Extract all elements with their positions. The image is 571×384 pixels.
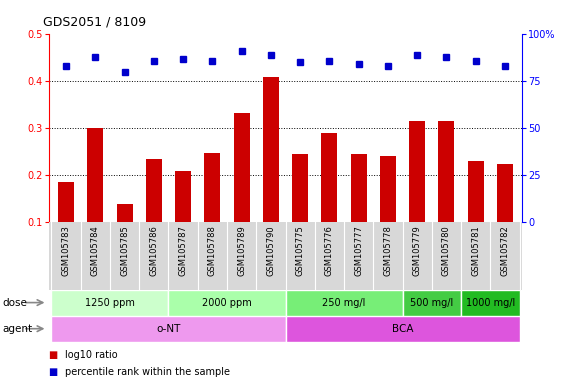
Text: GSM105776: GSM105776 — [325, 225, 334, 276]
Text: ■: ■ — [49, 350, 58, 360]
Text: ■: ■ — [49, 367, 58, 377]
Bar — [234, 113, 250, 222]
Bar — [51, 316, 286, 342]
Bar — [351, 154, 367, 222]
Text: 1250 ppm: 1250 ppm — [85, 298, 135, 308]
Text: GSM105781: GSM105781 — [471, 225, 480, 276]
Text: GSM105790: GSM105790 — [267, 225, 275, 276]
Bar — [87, 128, 103, 222]
Text: GSM105787: GSM105787 — [179, 225, 188, 276]
Text: 500 mg/l: 500 mg/l — [410, 298, 453, 308]
Text: GSM105786: GSM105786 — [150, 225, 158, 276]
Text: dose: dose — [3, 298, 28, 308]
Text: o-NT: o-NT — [156, 324, 180, 334]
Bar — [146, 159, 162, 222]
Bar — [403, 290, 461, 316]
Text: GSM105775: GSM105775 — [296, 225, 304, 276]
Text: GSM105780: GSM105780 — [442, 225, 451, 276]
Text: GSM105782: GSM105782 — [500, 225, 509, 276]
Bar — [439, 121, 455, 222]
Bar — [51, 290, 168, 316]
Bar — [497, 164, 513, 222]
Text: agent: agent — [3, 324, 33, 334]
Bar — [292, 154, 308, 222]
Bar — [286, 290, 403, 316]
Text: GDS2051 / 8109: GDS2051 / 8109 — [43, 15, 146, 28]
Bar — [409, 121, 425, 222]
Bar — [168, 290, 286, 316]
Text: GSM105783: GSM105783 — [62, 225, 71, 276]
Bar — [175, 170, 191, 222]
Bar — [204, 153, 220, 222]
Bar — [380, 157, 396, 222]
Text: 1000 mg/l: 1000 mg/l — [466, 298, 515, 308]
Text: 250 mg/l: 250 mg/l — [322, 298, 365, 308]
Bar — [286, 316, 520, 342]
Text: GSM105785: GSM105785 — [120, 225, 129, 276]
Text: GSM105778: GSM105778 — [383, 225, 392, 276]
Bar — [468, 161, 484, 222]
Text: log10 ratio: log10 ratio — [65, 350, 117, 360]
Text: percentile rank within the sample: percentile rank within the sample — [65, 367, 230, 377]
Bar — [263, 78, 279, 222]
Bar — [58, 182, 74, 222]
Text: GSM105779: GSM105779 — [413, 225, 421, 276]
Text: GSM105788: GSM105788 — [208, 225, 217, 276]
Text: GSM105789: GSM105789 — [237, 225, 246, 276]
Text: GSM105777: GSM105777 — [354, 225, 363, 276]
Text: BCA: BCA — [392, 324, 413, 334]
Bar — [461, 290, 520, 316]
Bar — [116, 204, 132, 222]
Text: 2000 ppm: 2000 ppm — [202, 298, 252, 308]
Bar — [321, 133, 337, 222]
Text: GSM105784: GSM105784 — [91, 225, 100, 276]
